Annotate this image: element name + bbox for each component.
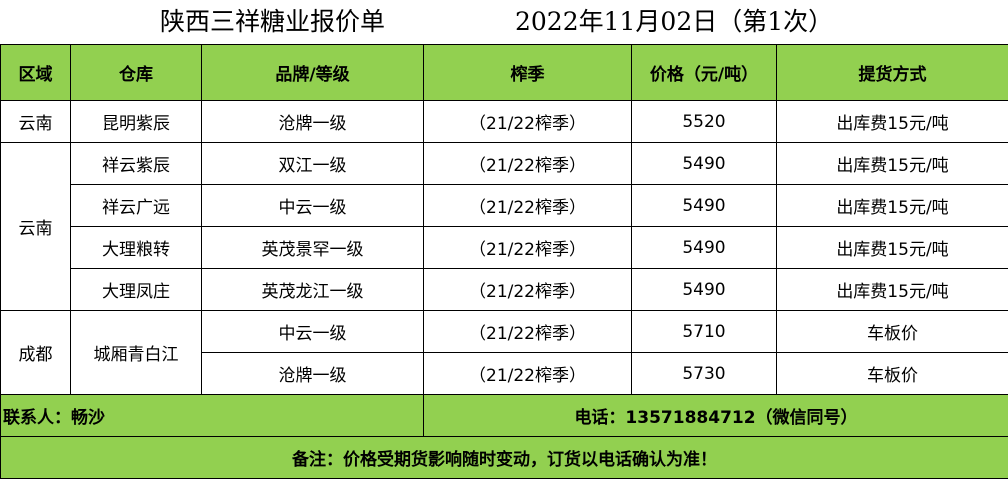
table-row: 大理粮转 英茂景罕一级 （21/22榨季） 5490 出库费15元/吨 (1, 226, 1008, 269)
season-cell: （21/22榨季） (423, 184, 632, 227)
season-cell: （21/22榨季） (423, 268, 632, 311)
brand-cell: 中云一级 (201, 184, 424, 227)
header-brand: 品牌/等级 (201, 44, 424, 101)
brand-cell: 沧牌一级 (201, 352, 424, 395)
contact-phone: 电话：13571884712（微信同号） (423, 394, 1008, 437)
note: 备注：价格受期货影响随时变动，订货以电话确认为准！ (0, 436, 1008, 479)
contact-row: 联系人：畅沙 电话：13571884712（微信同号） (0, 394, 1008, 437)
price-cell: 5490 (631, 226, 777, 269)
table-row: 成都 城厢青白江 中云一级 （21/22榨季） 5710 车板价 (0, 310, 1008, 395)
delivery-cell: 车板价 (776, 352, 1008, 395)
price-table: 区域 仓库 品牌/等级 榨季 价格（元/吨） 提货方式 云南 昆明紫辰 沧牌一级… (0, 44, 1008, 479)
header-region: 区域 (0, 44, 71, 101)
company-title: 陕西三祥糖业报价单 (160, 7, 386, 36)
warehouse-cell: 大理粮转 (70, 226, 202, 269)
price-cell: 5520 (631, 100, 777, 143)
table-row: 沧牌一级 （21/22榨季） 5730 车板价 (1, 352, 1008, 395)
warehouse-cell: 城厢青白江 (70, 310, 202, 395)
brand-cell: 中云一级 (201, 310, 424, 353)
brand-cell: 英茂景罕一级 (201, 226, 424, 269)
brand-cell: 沧牌一级 (201, 100, 424, 143)
table-row: 云南 祥云紫辰 双江一级 （21/22榨季） 5490 出库费15元/吨 (0, 142, 1008, 311)
warehouse-cell: 祥云广远 (70, 184, 202, 227)
quote-date: 2022年11月02日（第1次） (515, 7, 834, 36)
price-cell: 5710 (631, 310, 777, 353)
region-cell: 云南 (0, 100, 71, 143)
region-cell: 云南 (0, 142, 71, 311)
table-row: 大理凤庄 英茂龙江一级 （21/22榨季） 5490 出库费15元/吨 (1, 268, 1008, 311)
header-season: 榨季 (423, 44, 632, 101)
season-cell: （21/22榨季） (423, 310, 632, 353)
sheet-title: 陕西三祥糖业报价单 2022年11月02日（第1次） (0, 0, 1008, 44)
brand-cell: 英茂龙江一级 (201, 268, 424, 311)
season-cell: （21/22榨季） (423, 226, 632, 269)
header-price: 价格（元/吨） (631, 44, 777, 101)
delivery-cell: 出库费15元/吨 (776, 226, 1008, 269)
season-cell: （21/22榨季） (423, 100, 632, 143)
delivery-cell: 车板价 (776, 310, 1008, 353)
season-cell: （21/22榨季） (423, 142, 632, 185)
header-warehouse: 仓库 (70, 44, 202, 101)
header-row: 区域 仓库 品牌/等级 榨季 价格（元/吨） 提货方式 (0, 44, 1008, 101)
delivery-cell: 出库费15元/吨 (776, 184, 1008, 227)
note-row: 备注：价格受期货影响随时变动，订货以电话确认为准！ (0, 436, 1008, 479)
region-cell: 成都 (0, 310, 71, 395)
table-row: 祥云广远 中云一级 （21/22榨季） 5490 出库费15元/吨 (1, 184, 1008, 227)
contact-person: 联系人：畅沙 (0, 394, 424, 437)
warehouse-cell: 大理凤庄 (70, 268, 202, 311)
season-cell: （21/22榨季） (423, 352, 632, 395)
table-row: 云南 昆明紫辰 沧牌一级 （21/22榨季） 5520 出库费15元/吨 (0, 100, 1008, 143)
delivery-cell: 出库费15元/吨 (776, 100, 1008, 143)
price-cell: 5490 (631, 142, 777, 185)
header-delivery: 提货方式 (776, 44, 1008, 101)
brand-cell: 双江一级 (201, 142, 424, 185)
warehouse-cell: 祥云紫辰 (70, 142, 202, 185)
price-cell: 5490 (631, 184, 777, 227)
delivery-cell: 出库费15元/吨 (776, 142, 1008, 185)
delivery-cell: 出库费15元/吨 (776, 268, 1008, 311)
price-cell: 5730 (631, 352, 777, 395)
price-cell: 5490 (631, 268, 777, 311)
warehouse-cell: 昆明紫辰 (70, 100, 202, 143)
